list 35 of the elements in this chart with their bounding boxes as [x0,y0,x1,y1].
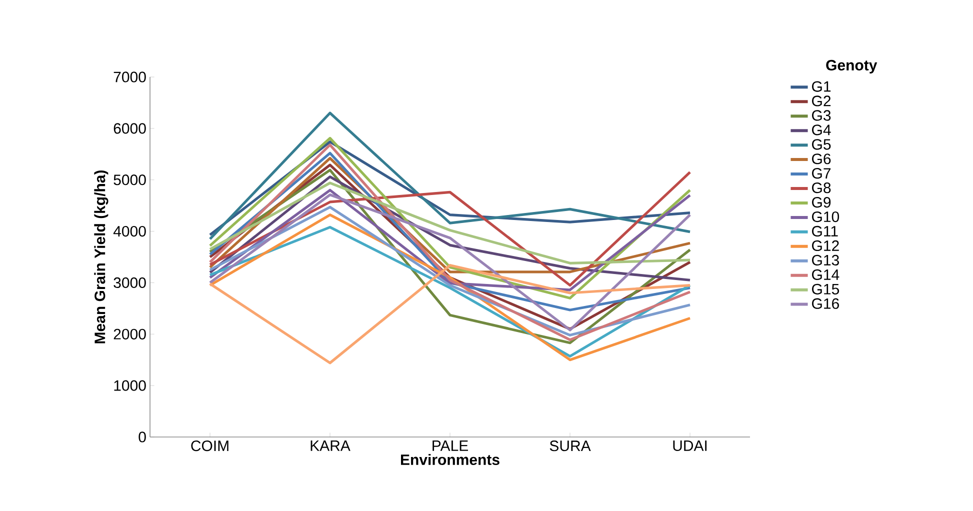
x-tick-label: KARA [310,440,350,451]
legend-title: Genoty [826,60,878,74]
legend-label: G6 [812,154,831,164]
x-tick-label: SURA [550,440,591,452]
y-tick-label: 1000 [114,380,146,391]
legend-label: G11 [812,226,838,237]
legend-label: G4 [812,124,831,136]
line-series [208,112,692,240]
x-tick-label: UDAI [673,440,707,451]
legend-label: G2 [812,96,831,106]
y-tick-label: 6000 [114,123,146,134]
x-tick-label: PALE [432,440,468,451]
y-axis-title: Mean Grain Yield (kg/ha) [94,170,108,344]
y-tick-label: 2000 [114,328,146,340]
y-tick-label: 7000 [114,72,146,82]
legend-label: G5 [812,139,831,150]
y-tick-label: 4000 [113,226,146,237]
legend-label: G10 [812,211,840,222]
legend-label: G1 [812,81,831,92]
x-axis-title: Environments [401,454,500,466]
y-tick-label: 0 [138,432,146,442]
y-tick-label: 3000 [114,277,146,288]
line-series [208,182,692,264]
legend-label: G16 [812,298,839,309]
legend-label: G8 [812,182,831,194]
legend-label: G13 [812,254,839,266]
legend-label: G12 [812,240,839,252]
legend-label: G3 [812,110,831,121]
legend-label: G7 [812,168,831,179]
line-series [208,264,692,364]
x-tick-label: COIM [191,440,228,452]
y-tick-label: 5000 [114,174,146,186]
legend-label: G9 [812,196,831,208]
legend-label: G15 [812,284,840,294]
legend-label: G14 [812,269,840,280]
